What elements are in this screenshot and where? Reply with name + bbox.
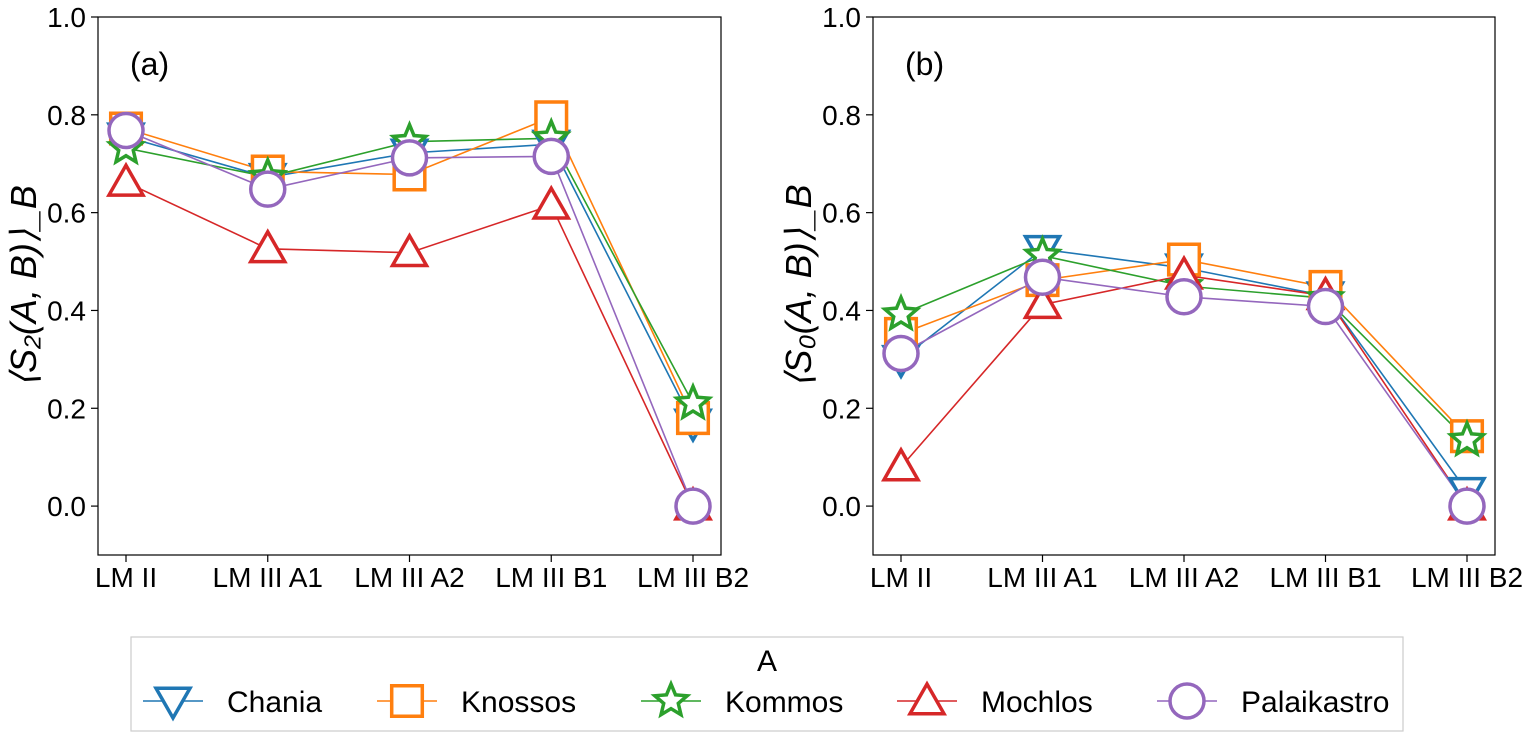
legend-item-mochlos: Mochlos bbox=[897, 680, 1093, 719]
y-tick-label: 0.2 bbox=[47, 393, 86, 424]
legend-marker-kommos bbox=[650, 679, 692, 719]
y-tick-label: 0.0 bbox=[47, 491, 86, 522]
data-point-palaikastro bbox=[1448, 487, 1486, 525]
y-tick-label: 0.8 bbox=[822, 100, 861, 131]
data-point-mochlos bbox=[389, 232, 430, 268]
x-tick-label: LM III B2 bbox=[1411, 562, 1523, 593]
y-tick-label: 0.2 bbox=[822, 393, 861, 424]
data-point-kommos bbox=[880, 292, 922, 332]
y-tick-label: 0.4 bbox=[822, 295, 861, 326]
x-tick-label: LM III B1 bbox=[495, 562, 607, 593]
legend-marker-palaikastro bbox=[1168, 682, 1206, 720]
data-point-mochlos bbox=[247, 228, 288, 264]
data-point-palaikastro bbox=[107, 111, 145, 150]
legend-item-palaikastro: Palaikastro bbox=[1157, 682, 1389, 720]
y-tick-label: 0.6 bbox=[47, 198, 86, 229]
data-point-palaikastro bbox=[390, 139, 429, 177]
x-tick-label: LM III A2 bbox=[1129, 562, 1240, 593]
legend-item-chania: Chania bbox=[143, 686, 322, 722]
data-point-palaikastro bbox=[1165, 278, 1203, 316]
legend-label: Kommos bbox=[725, 686, 843, 719]
x-tick-label: LM II bbox=[95, 562, 157, 593]
plot-frame bbox=[97, 16, 722, 556]
y-axis-label: ⟨S₀(A, B)⟩_B bbox=[778, 184, 819, 387]
data-point-mochlos bbox=[1022, 284, 1063, 320]
legend-label: Knossos bbox=[461, 686, 576, 719]
legend-label: Palaikastro bbox=[1241, 686, 1389, 719]
panel-a: 0.0 0.2 0.4 0.6 0.8 1.0 LM II LM III A1 LM III A… bbox=[3, 2, 749, 593]
y-tick-label: 1.0 bbox=[47, 2, 86, 33]
panel-label: (a) bbox=[130, 46, 169, 82]
legend-item-knossos: Knossos bbox=[377, 683, 576, 719]
series-line-mochlos bbox=[125, 181, 694, 507]
data-point-palaikastro bbox=[674, 487, 712, 525]
data-point-palaikastro bbox=[1306, 287, 1345, 326]
legend-marker-knossos bbox=[389, 683, 425, 719]
legend-label: Chania bbox=[227, 686, 322, 719]
panel-label: (b) bbox=[905, 46, 944, 82]
y-tick-label: 0.8 bbox=[47, 100, 86, 131]
legend-marker-mochlos bbox=[906, 680, 948, 716]
y-tick-label: 0.6 bbox=[822, 198, 861, 229]
x-tick-label: LM III B2 bbox=[637, 562, 749, 593]
data-point-kommos bbox=[672, 381, 714, 421]
x-tick-label: LM III A2 bbox=[354, 562, 465, 593]
x-tick-label: LM II bbox=[870, 562, 932, 593]
data-point-palaikastro bbox=[532, 137, 570, 176]
data-point-mochlos bbox=[880, 446, 922, 482]
y-tick-label: 1.0 bbox=[822, 2, 861, 33]
x-tick-label: LM III B1 bbox=[1269, 562, 1381, 593]
x-tick-label: LM III A1 bbox=[987, 562, 1098, 593]
legend: A Chania Knossos Kommos Mochlos Palaikastro bbox=[130, 636, 1404, 732]
data-point-palaikastro bbox=[882, 334, 920, 373]
data-point-palaikastro bbox=[1023, 258, 1062, 296]
data-point-palaikastro bbox=[249, 170, 287, 208]
y-tick-label: 0.4 bbox=[47, 295, 86, 326]
legend-label: Mochlos bbox=[981, 686, 1093, 719]
legend-marker-chania bbox=[152, 686, 194, 722]
x-tick-label: LM III A1 bbox=[213, 562, 324, 593]
data-point-mochlos bbox=[105, 161, 147, 197]
y-tick-label: 0.0 bbox=[822, 491, 861, 522]
data-point-mochlos bbox=[531, 184, 572, 220]
y-axis-label: ⟨S₂(A, B)⟩_B bbox=[3, 185, 44, 387]
legend-item-kommos: Kommos bbox=[641, 679, 843, 719]
legend-title: A bbox=[757, 645, 777, 678]
data-point-kommos bbox=[1446, 418, 1488, 458]
panel-b: 0.0 0.2 0.4 0.6 0.8 1.0 LM II LM III A1 LM III A… bbox=[778, 2, 1523, 593]
